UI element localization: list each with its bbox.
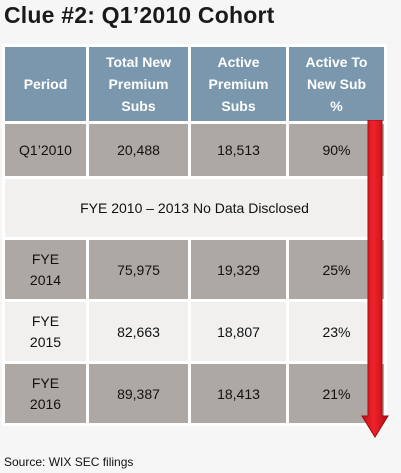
- total-cell: 20,488: [86, 121, 191, 179]
- total-cell: 75,975: [86, 237, 191, 302]
- active-cell: 19,329: [188, 237, 289, 302]
- source-caption: Source: WIX SEC filings: [4, 455, 134, 469]
- active-cell: 18,413: [188, 361, 289, 426]
- page-title: Clue #2: Q1’2010 Cohort: [4, 2, 275, 28]
- active-cell: 18,807: [188, 299, 289, 364]
- down-arrow-icon: [361, 120, 389, 438]
- note-row: FYE 2010 – 2013 No Data Disclosed: [2, 176, 387, 240]
- header-active: Active Premium Subs: [188, 44, 289, 124]
- table-row: FYE 2014 75,975 19,329 25%: [2, 237, 387, 302]
- period-cell: FYE 2014: [2, 237, 89, 302]
- active-cell: 18,513: [188, 121, 289, 179]
- table-row: FYE 2016 89,387 18,413 21%: [2, 361, 387, 426]
- period-cell: Q1’2010: [2, 121, 89, 179]
- table-row: FYE 2015 82,663 18,807 23%: [2, 299, 387, 364]
- header-period: Period: [2, 44, 89, 124]
- cohort-table: Period Total New Premium Subs Active Premiu…: [2, 44, 387, 426]
- no-data-note: FYE 2010 – 2013 No Data Disclosed: [2, 176, 387, 240]
- total-cell: 89,387: [86, 361, 191, 426]
- header-ratio: Active To New Sub%: [286, 44, 387, 124]
- period-cell: FYE 2015: [2, 299, 89, 364]
- total-cell: 82,663: [86, 299, 191, 364]
- period-cell: FYE 2016: [2, 361, 89, 426]
- table-row: Q1’2010 20,488 18,513 90%: [2, 121, 387, 179]
- table-header-row: Period Total New Premium Subs Active Premiu…: [2, 44, 387, 124]
- header-total-new: Total New Premium Subs: [86, 44, 191, 124]
